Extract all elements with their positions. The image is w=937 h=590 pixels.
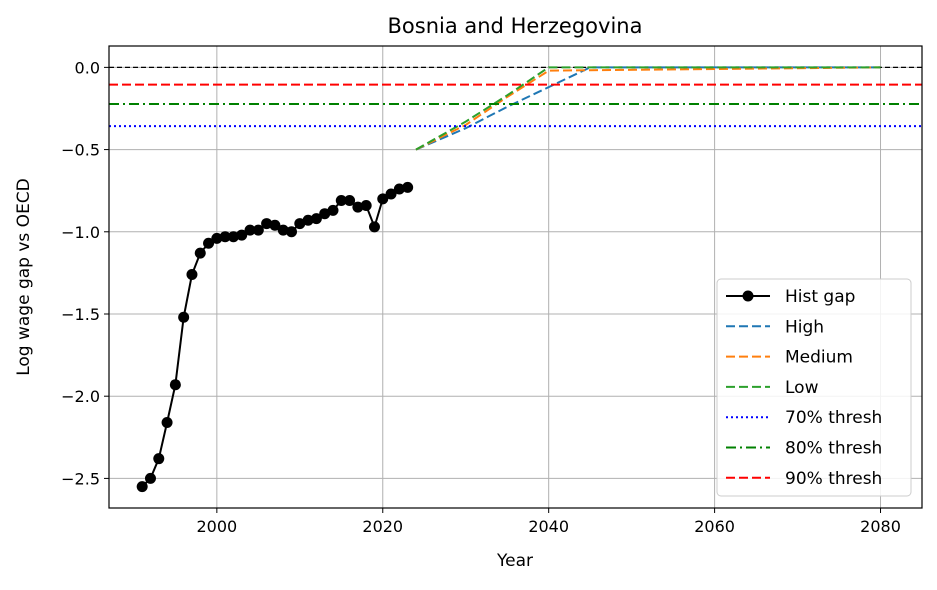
hist-point — [136, 481, 148, 493]
legend-label: Low — [785, 378, 819, 398]
x-tick-label: 2020 — [362, 517, 403, 536]
hist-point — [335, 195, 347, 207]
hist-point — [294, 218, 306, 230]
hist-point — [153, 453, 165, 465]
y-tick-label: −0.5 — [61, 141, 100, 160]
hist-point — [402, 181, 414, 193]
hist-point — [194, 247, 206, 259]
hist-point — [352, 201, 364, 213]
legend-label: Medium — [785, 348, 853, 368]
legend-label: 70% thresh — [785, 408, 882, 428]
hist-point — [261, 218, 273, 230]
x-tick-label: 2000 — [196, 517, 237, 536]
y-tick-label: −1.5 — [61, 305, 100, 324]
hist-point — [277, 224, 289, 236]
hist-point — [244, 224, 256, 236]
data-series — [109, 66, 922, 493]
hist-point — [219, 231, 231, 243]
y-axis-label: Log wage gap vs OECD — [14, 178, 34, 376]
y-tick-label: −2.5 — [61, 469, 100, 488]
hist-point — [310, 213, 322, 225]
hist-point — [211, 232, 223, 244]
hist-point — [385, 188, 397, 200]
legend-label: Hist gap — [785, 287, 855, 307]
hist-point — [360, 199, 372, 211]
legend-box — [716, 278, 912, 497]
x-tick-label: 2040 — [528, 517, 569, 536]
hist-point — [203, 237, 215, 249]
series-line-2 — [415, 66, 881, 151]
hist-point — [286, 226, 298, 238]
x-axis-label: Year — [496, 551, 533, 571]
legend: Hist gap High Medium Low 70% thresh 80% thres… — [716, 278, 912, 497]
hist-point — [161, 417, 173, 429]
x-tick-label: 2080 — [860, 517, 901, 536]
y-tick-label: 0.0 — [75, 58, 100, 77]
y-tick-label: −2.0 — [61, 387, 100, 406]
x-tick-label: 2060 — [694, 517, 735, 536]
legend-label: 90% thresh — [785, 469, 882, 489]
hist-point — [236, 229, 248, 241]
hist-point — [368, 221, 380, 233]
hist-point — [186, 269, 198, 281]
hist-point — [393, 183, 405, 195]
hist-point — [302, 214, 314, 226]
plot-frame — [108, 45, 923, 509]
hist-point — [178, 311, 190, 323]
series-line-1 — [415, 66, 881, 151]
hist-point — [169, 379, 181, 391]
hist-point — [344, 195, 356, 207]
chart-title: Bosnia and Herzegovina — [388, 14, 643, 38]
hist-point — [252, 224, 264, 236]
axis-ticks: 2000 2020 2040 2060 2080 0.0 −0.5 −1.0 −1.5 −2.0 −… — [61, 58, 901, 536]
series-line-3 — [415, 66, 881, 151]
hist-point — [227, 231, 239, 243]
hist-point — [144, 472, 156, 484]
legend-swatch-marker — [742, 290, 754, 302]
legend-label: 80% thresh — [785, 439, 882, 459]
hist-point — [327, 204, 339, 216]
hist-point — [269, 219, 281, 231]
legend-label: High — [785, 317, 824, 337]
hist-point — [319, 208, 331, 220]
y-tick-label: −1.0 — [61, 223, 100, 242]
hist-point — [377, 193, 389, 205]
